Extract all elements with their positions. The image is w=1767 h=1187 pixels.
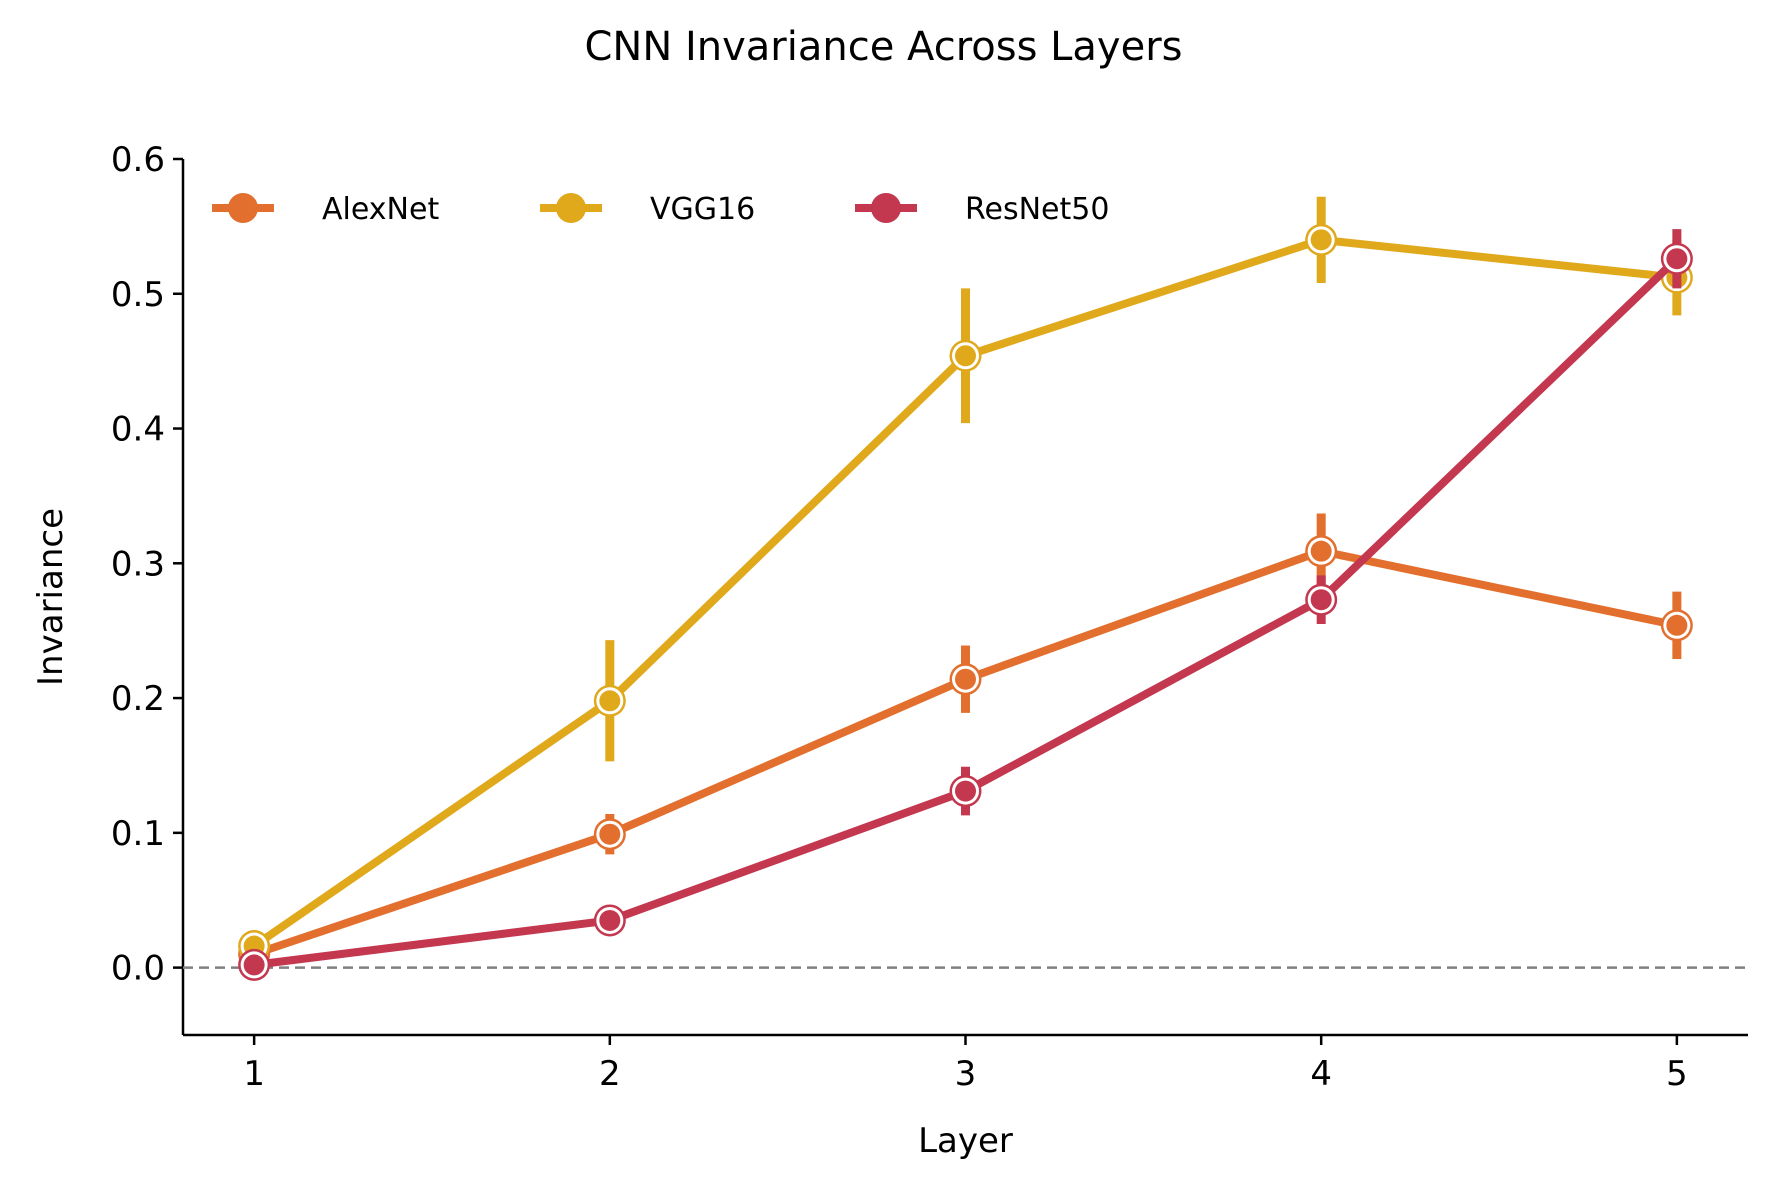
- x-tick-label: 3: [955, 1054, 977, 1094]
- x-tick-label: 1: [243, 1054, 265, 1094]
- legend-label: AlexNet: [322, 192, 439, 227]
- data-point: [955, 668, 976, 690]
- series-line-alexnet: [252, 547, 1678, 958]
- data-point: [1310, 540, 1332, 562]
- y-tick-label: 0.3: [111, 544, 165, 584]
- y-tick-label: 0.5: [111, 275, 165, 315]
- data-point: [1666, 614, 1688, 636]
- chart-title: CNN Invariance Across Layers: [584, 24, 1183, 70]
- y-tick-label: 0.0: [111, 949, 165, 989]
- data-point: [1666, 248, 1688, 270]
- data-point: [599, 909, 621, 931]
- x-tick-label: 2: [599, 1054, 621, 1094]
- legend-label: ResNet50: [965, 192, 1109, 227]
- data-point: [1310, 229, 1332, 251]
- y-tick-label: 0.1: [111, 814, 165, 854]
- y-tick-label: 0.4: [111, 410, 165, 450]
- y-tick-label: 0.2: [111, 679, 165, 719]
- y-tick-label: 0.6: [111, 140, 165, 180]
- data-point: [955, 345, 976, 367]
- data-point: [955, 780, 976, 802]
- legend-marker-icon: [871, 193, 901, 223]
- legend-marker-icon: [228, 193, 258, 223]
- data-point: [599, 823, 621, 845]
- y-axis-label: Invariance: [31, 508, 71, 686]
- x-tick-label: 4: [1310, 1054, 1332, 1094]
- legend-label: VGG16: [650, 192, 755, 227]
- data-point: [1310, 589, 1332, 611]
- data-point: [243, 954, 265, 976]
- data-point: [599, 690, 621, 712]
- x-tick-label: 5: [1666, 1054, 1688, 1094]
- x-axis-label: Layer: [918, 1121, 1013, 1161]
- legend-marker-icon: [556, 193, 586, 223]
